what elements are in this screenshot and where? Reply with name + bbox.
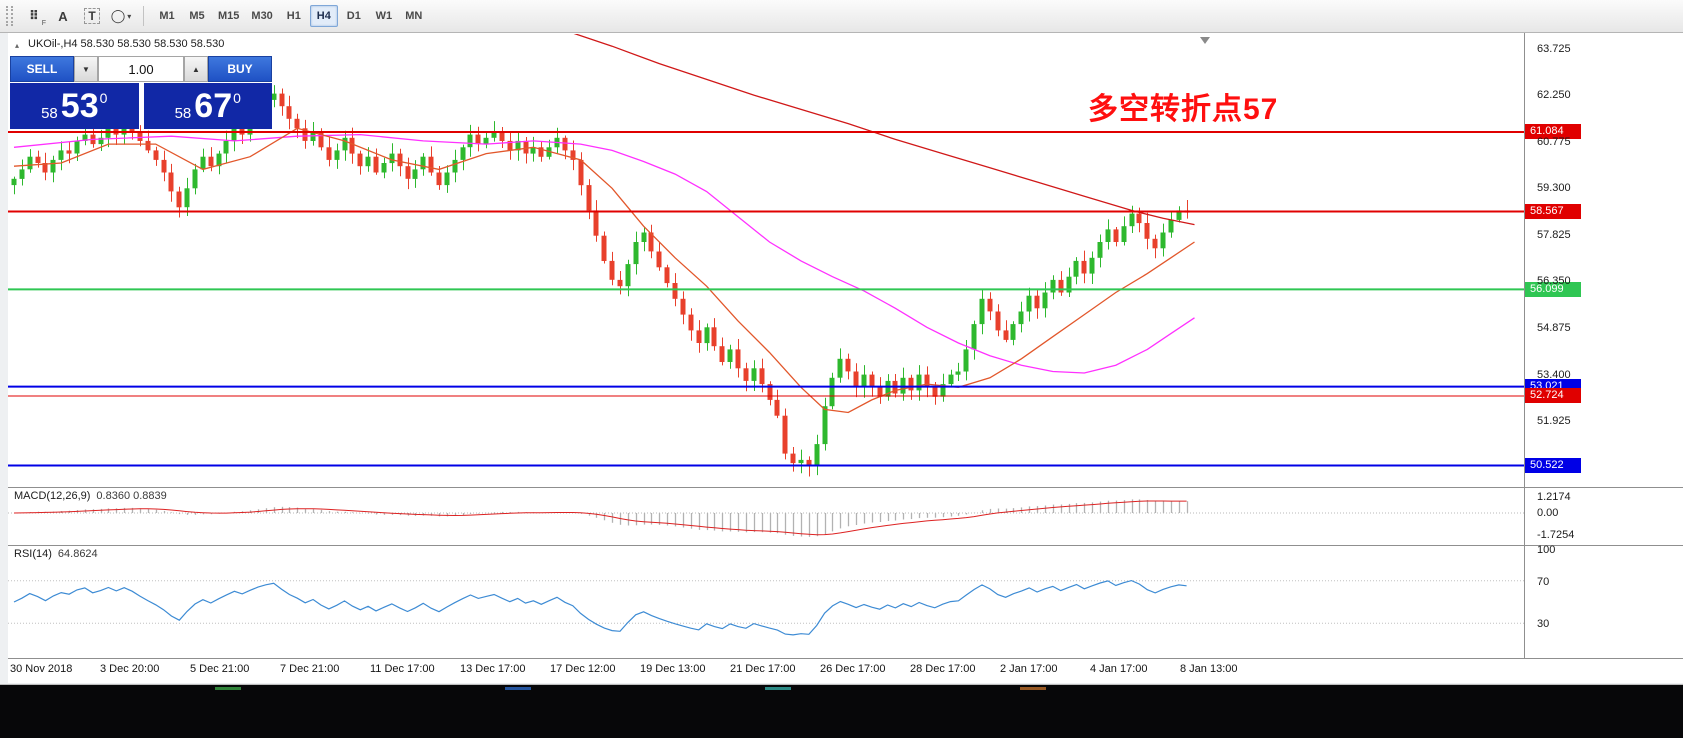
buy-price-big: 67 [194, 87, 233, 125]
rsi-name: RSI(14) [14, 548, 52, 560]
timeframe-m15-button[interactable]: M15 [218, 10, 240, 22]
chart-menu-icon[interactable]: ▴ [15, 41, 20, 50]
drawing-tools-group: ⠿ F A T ◯ ▾ [21, 4, 134, 28]
time-axis-label: 30 Nov 2018 [10, 663, 73, 675]
time-axis-label: 13 Dec 17:00 [460, 663, 526, 675]
trade-price-row: 58 53 0 58 67 0 [10, 83, 272, 129]
time-axis-label: 19 Dec 13:00 [640, 663, 706, 675]
volume-input[interactable] [98, 56, 184, 82]
macd-axis-label: -1.7254 [1537, 529, 1575, 542]
timeframe-h4-button[interactable]: H4 [309, 5, 338, 27]
chevron-up-icon: ▲ [192, 64, 200, 74]
sell-button[interactable]: SELL [10, 56, 74, 82]
sell-price-big: 53 [60, 87, 99, 125]
chart-canvas[interactable] [8, 33, 1683, 683]
price-axis-label: 53.400 [1537, 368, 1571, 381]
price-axis-label: 56.350 [1537, 275, 1571, 288]
time-axis-label: 11 Dec 17:00 [370, 663, 435, 675]
buy-price-sup: 0 [233, 90, 241, 106]
time-axis-label: 7 Dec 21:00 [280, 663, 340, 675]
toolbar-grip[interactable] [6, 6, 13, 26]
taskbar-indicator [505, 687, 531, 690]
price-line-badge: 52.724 [1525, 388, 1581, 404]
price-axis-label: 59.300 [1537, 182, 1571, 195]
chevron-down-icon: ▾ [127, 11, 132, 21]
price-line-badge: 58.567 [1525, 203, 1581, 219]
buy-button[interactable]: BUY [208, 56, 272, 82]
price-axis-label: 60.775 [1537, 135, 1571, 148]
time-axis-label: 4 Jan 17:00 [1090, 663, 1148, 675]
one-click-trading-panel: SELL ▼ ▲ BUY 58 53 0 58 67 0 [10, 56, 272, 129]
buy-price-prefix: 58 [174, 105, 192, 122]
shapes-tool-button[interactable]: ◯ ▾ [108, 4, 134, 28]
time-axis-separator [8, 658, 1683, 659]
panel-splitter-macd[interactable] [8, 487, 1683, 488]
price-axis-line [1524, 33, 1525, 659]
taskbar-indicator [765, 687, 791, 690]
time-axis-label: 3 Dec 20:00 [100, 663, 160, 675]
volume-decrease-button[interactable]: ▼ [74, 56, 98, 82]
volume-increase-button[interactable]: ▲ [184, 56, 208, 82]
rsi-axis-label: 70 [1537, 575, 1550, 588]
dots-grid-badge: F [41, 20, 46, 27]
shapes-tool-icon: ◯ [110, 8, 126, 23]
text-tool-icon: T [84, 8, 100, 24]
trade-controls-row: SELL ▼ ▲ BUY [10, 56, 272, 82]
sell-price-sup: 0 [99, 90, 108, 106]
time-axis-label: 2 Jan 17:00 [1000, 663, 1058, 675]
buy-price-display[interactable]: 58 67 0 [143, 83, 272, 129]
timeframe-mn-button[interactable]: MN [405, 10, 423, 22]
sell-price-prefix: 58 [41, 105, 58, 122]
taskbar-indicator [1020, 687, 1046, 690]
macd-axis-label: 0.00 [1537, 507, 1559, 519]
chart-shift-marker-icon[interactable] [1200, 37, 1210, 44]
text-tool-button[interactable]: T [79, 4, 105, 28]
price-line-badge: 50.522 [1525, 458, 1581, 473]
time-axis-label: 21 Dec 17:00 [730, 663, 796, 675]
price-axis-label: 51.925 [1537, 415, 1571, 428]
time-axis-label: 28 Dec 17:00 [910, 663, 976, 675]
taskbar-indicator [215, 687, 241, 690]
chart-symbol-ohlc: UKOil-,H4 58.530 58.530 58.530 58.530 [28, 38, 225, 50]
toolbar: ⠿ F A T ◯ ▾ M1 M5 M15 M30 H1 H4 D1 W1 MN [0, 0, 1683, 33]
sell-price-display[interactable]: 58 53 0 [10, 83, 139, 129]
price-axis-label: 54.875 [1537, 322, 1571, 335]
rsi-axis-label: 100 [1537, 544, 1556, 556]
timeframe-w1-button[interactable]: W1 [375, 10, 393, 22]
rsi-axis-label: 30 [1537, 618, 1550, 631]
timeframe-m5-button[interactable]: M5 [189, 10, 205, 22]
cursor-a-icon: A [58, 8, 68, 24]
chevron-down-icon: ▼ [82, 64, 90, 74]
time-axis-label: 8 Jan 13:00 [1180, 663, 1238, 675]
price-line-badge: 56.099 [1525, 281, 1581, 297]
timeframe-d1-button[interactable]: D1 [346, 10, 361, 22]
timeframe-group: M1 M5 M15 M30 H1 H4 D1 W1 MN [153, 5, 428, 27]
macd-axis-label: 1.2174 [1537, 491, 1571, 504]
time-axis-label: 5 Dec 21:00 [190, 663, 250, 675]
toolbar-separator [143, 6, 144, 26]
macd-name: MACD(12,26,9) [14, 490, 91, 502]
rsi-label: RSI(14) 64.8624 [14, 548, 98, 560]
timeframe-h1-button[interactable]: H1 [286, 10, 301, 22]
panel-splitter-rsi[interactable] [8, 545, 1683, 546]
time-axis-label: 26 Dec 17:00 [820, 663, 886, 675]
price-axis-label: 63.725 [1537, 42, 1571, 55]
time-axis-label: 17 Dec 12:00 [550, 663, 616, 675]
price-line-badge: 61.084 [1525, 124, 1581, 140]
dots-grid-button[interactable]: ⠿ F [21, 4, 47, 28]
price-axis-label: 62.250 [1537, 89, 1571, 102]
cursor-a-button[interactable]: A [50, 4, 76, 28]
dots-grid-icon: ⠿ [28, 8, 40, 23]
rsi-value: 64.8624 [57, 548, 98, 560]
price-axis-label: 57.825 [1537, 228, 1571, 241]
timeframe-m30-button[interactable]: M30 [251, 10, 273, 22]
timeframe-m1-button[interactable]: M1 [159, 10, 175, 22]
taskbar-strip [0, 684, 1683, 738]
chart-text-annotation: 多空转折点57 [1088, 93, 1279, 126]
macd-values: 0.8360 0.8839 [96, 490, 167, 502]
macd-label: MACD(12,26,9) 0.8360 0.8839 [14, 490, 167, 502]
